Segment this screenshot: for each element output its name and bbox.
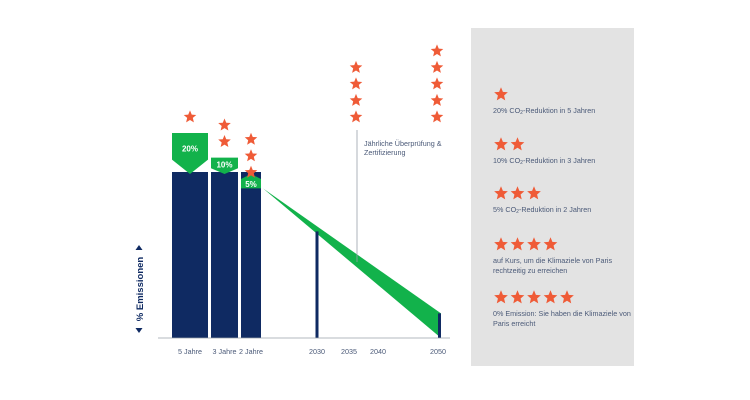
- arrow-up-icon: [135, 245, 143, 250]
- axes: [135, 130, 450, 339]
- legend-item: auf Kurs, um die Klimaziele von Paris re…: [493, 236, 633, 275]
- star-icon: [430, 60, 444, 73]
- annotation-line-text: Jährliche Überprüfung &: [364, 139, 442, 148]
- bar-emissions: [211, 172, 238, 338]
- bar-reduction: [241, 174, 261, 189]
- star-icon: [244, 149, 258, 162]
- legend-text-main: 0% Emission: Sie haben die Klimaziele vo…: [493, 309, 631, 328]
- legend-item: 0% Emission: Sie haben die Klimaziele vo…: [493, 289, 633, 328]
- x-category-label: 3 Jahre: [213, 347, 237, 356]
- star-icon: [494, 137, 508, 151]
- star-icon: [543, 237, 558, 251]
- legend-stars: [493, 236, 633, 252]
- star-icon: [349, 77, 363, 90]
- star-icon: [244, 165, 258, 178]
- bar-reduction: [211, 157, 238, 174]
- bars: [172, 133, 261, 338]
- star-icon: [218, 118, 231, 131]
- star-icon: [218, 135, 231, 147]
- star-icon: [494, 237, 508, 251]
- legend-text-main: 10% CO: [493, 156, 521, 165]
- x-tick-label: 2040: [370, 347, 386, 356]
- star-icon: [510, 186, 525, 200]
- legend-text: 20% CO2-Reduktion in 5 Jahren: [493, 106, 633, 116]
- legend-star-row: [494, 237, 558, 251]
- x-tick-label: 2050: [430, 347, 446, 356]
- legend-star-row: [494, 87, 508, 101]
- star-icon: [560, 290, 574, 304]
- legend-item: 5% CO2-Reduktion in 2 Jahren: [493, 185, 633, 215]
- legend-stars: [493, 136, 633, 152]
- bar-emissions: [241, 172, 261, 338]
- legend-star-row: [494, 137, 525, 151]
- star-icon: [510, 290, 525, 304]
- legend-star-row: [494, 290, 574, 304]
- axis-labels: 20% 5 Jahre 10% 3 Jahre 5% 2 Jahre 2030 2035 204…: [135, 139, 446, 356]
- annotation-line-text: Zertifizierung: [364, 148, 406, 157]
- reduction-label: 20%: [182, 145, 198, 154]
- star-icon: [527, 186, 541, 200]
- legend-text: 10% CO2-Reduktion in 3 Jahren: [493, 156, 633, 166]
- star-icon: [430, 110, 444, 123]
- x-category-label: 5 Jahre: [178, 347, 202, 356]
- star-icon: [510, 237, 525, 251]
- x-tick-label: 2030: [309, 347, 325, 356]
- rating-stars: [183, 44, 444, 178]
- legend-text-rest: -Reduktion in 5 Jahren: [522, 106, 596, 115]
- legend-stars: [493, 185, 633, 201]
- legend-text-rest: -Reduktion in 2 Jahren: [518, 205, 592, 214]
- x-tick-label: 2035: [341, 347, 357, 356]
- legend-text: 5% CO2-Reduktion in 2 Jahren: [493, 205, 633, 215]
- legend-star-row: [494, 186, 541, 200]
- legend-text: auf Kurs, um die Klimaziele von Paris re…: [493, 256, 633, 275]
- trajectory-band: [263, 188, 441, 338]
- legend-text-main: auf Kurs, um die Klimaziele von Paris re…: [493, 256, 613, 275]
- y-axis-label: % Emissionen: [135, 257, 146, 322]
- star-icon: [183, 110, 197, 123]
- star-icon: [349, 110, 363, 123]
- emission-trajectory: [263, 188, 441, 338]
- legend-text: 0% Emission: Sie haben die Klimaziele vo…: [493, 309, 633, 328]
- legend-item: 10% CO2-Reduktion in 3 Jahren: [493, 136, 633, 166]
- star-icon: [494, 186, 508, 200]
- legend-text-main: 20% CO: [493, 106, 521, 115]
- legend-text-subscript: 2: [516, 209, 519, 215]
- reduction-label: 10%: [216, 160, 232, 169]
- star-icon: [543, 290, 558, 304]
- arrow-down-icon: [135, 328, 143, 333]
- star-icon: [349, 93, 363, 106]
- star-icon: [349, 60, 363, 73]
- trajectory-marker: [315, 231, 319, 338]
- trajectory-marker: [438, 313, 441, 338]
- bar-reduction: [172, 133, 208, 174]
- star-icon: [494, 87, 508, 101]
- legend-text-subscript: 2: [520, 110, 523, 116]
- star-icon: [430, 44, 444, 57]
- star-icon: [527, 237, 541, 251]
- star-icon: [527, 290, 541, 304]
- legend-stars: [493, 289, 633, 305]
- x-category-label: 2 Jahre: [239, 347, 263, 356]
- legend-item: 20% CO2-Reduktion in 5 Jahren: [493, 86, 633, 116]
- star-icon: [430, 77, 444, 90]
- star-icon: [430, 93, 444, 106]
- legend-text-rest: -Reduktion in 3 Jahren: [522, 156, 596, 165]
- annotation-text: Jährliche Überprüfung & Zertifizierung: [364, 139, 442, 157]
- reduction-label: 5%: [245, 180, 257, 189]
- legend-text-main: 5% CO: [493, 205, 517, 214]
- legend-stars: [493, 86, 633, 102]
- star-icon: [244, 132, 258, 145]
- star-icon: [510, 137, 525, 151]
- legend-text-subscript: 2: [520, 160, 523, 166]
- legend-panel: 20% CO2-Reduktion in 5 Jahren 10% CO2-Red…: [471, 28, 634, 366]
- star-icon: [494, 290, 508, 304]
- bar-emissions: [172, 172, 208, 338]
